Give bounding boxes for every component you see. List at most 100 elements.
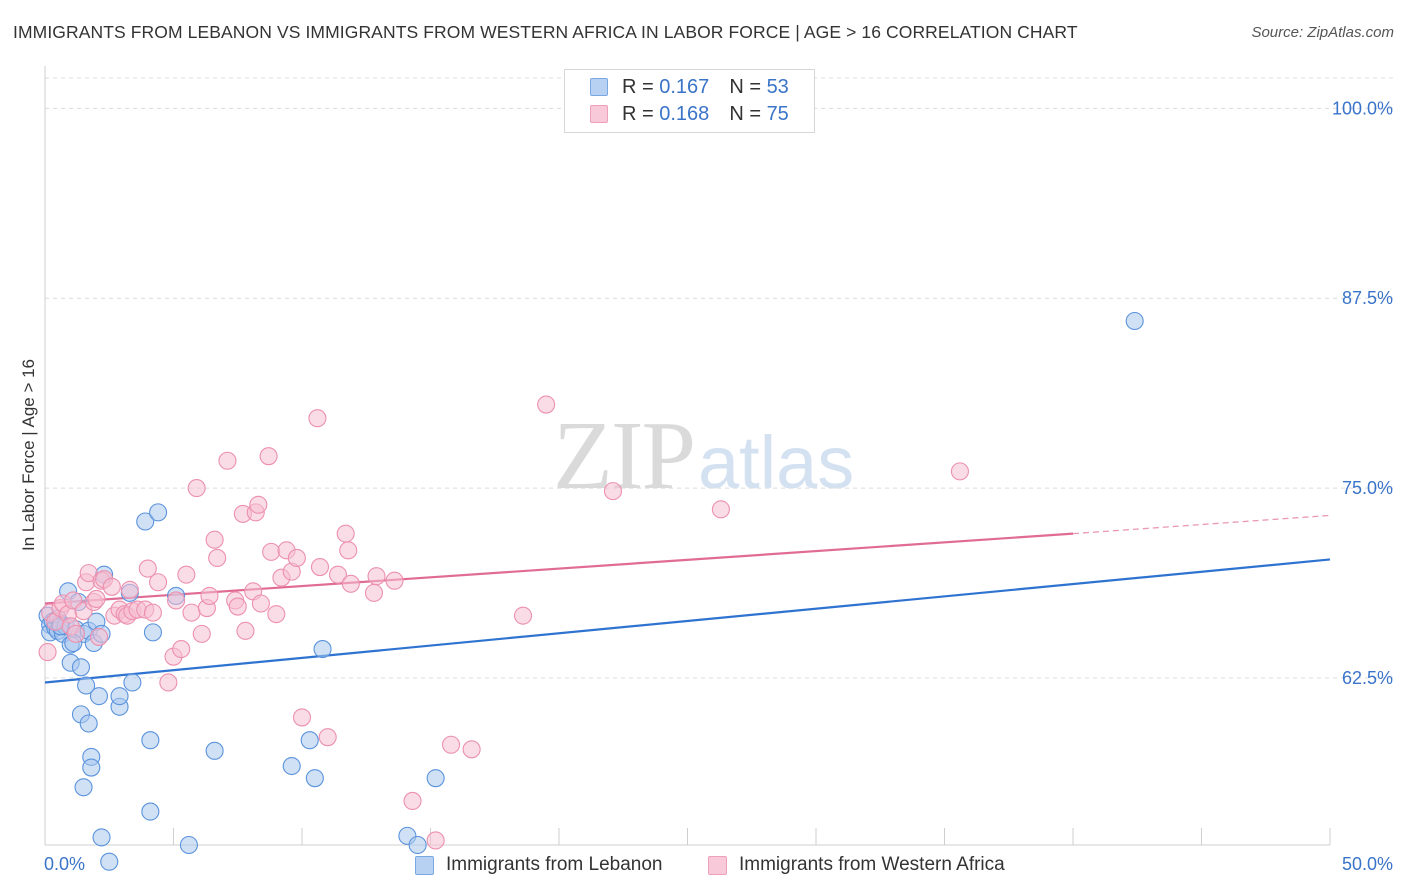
data-point-western-africa (251, 594, 270, 613)
correlation-legend: R = 0.167 N = 53 R = 0.168 N = 75 (564, 69, 815, 133)
chart-source: Source: ZipAtlas.com (1251, 24, 1394, 41)
trend-line-western-africa (44, 532, 1074, 605)
data-point-lebanon (141, 731, 160, 750)
y-tick-label: 75.0% (1342, 478, 1393, 498)
data-point-western-africa (339, 541, 358, 560)
data-point-western-africa (711, 500, 730, 519)
legend-row-lebanon: R = 0.167 N = 53 (590, 74, 789, 100)
data-point-western-africa (138, 559, 157, 578)
legend-n-value-western-africa: 75 (766, 102, 789, 125)
data-point-lebanon (141, 802, 160, 821)
data-point-western-africa (187, 479, 206, 498)
data-point-lebanon (136, 512, 155, 531)
data-point-western-africa (462, 740, 481, 759)
data-point-western-africa (262, 542, 281, 561)
data-point-western-africa (149, 573, 168, 592)
bottom-legend-swatch-lebanon (415, 855, 434, 875)
data-point-western-africa (336, 524, 355, 543)
legend-r-label: R = (622, 102, 654, 125)
data-point-western-africa (537, 395, 556, 414)
data-point-lebanon (143, 623, 162, 642)
data-point-western-africa (513, 606, 533, 625)
data-point-western-africa (177, 565, 196, 584)
bottom-legend-label-lebanon: Immigrants from Lebanon (446, 854, 663, 875)
data-point-lebanon (79, 714, 98, 733)
data-point-western-africa (236, 621, 255, 640)
data-point-western-africa (87, 589, 106, 609)
legend-n-value-lebanon: 53 (766, 75, 789, 98)
data-point-western-africa (442, 735, 461, 754)
data-point-lebanon (71, 658, 91, 677)
data-point-western-africa (167, 591, 186, 610)
y-tick-label: 100.0% (1332, 98, 1393, 118)
data-point-western-africa (385, 571, 404, 590)
data-point-lebanon (100, 852, 119, 871)
data-point-lebanon (92, 828, 111, 847)
data-point-western-africa (328, 565, 348, 584)
data-point-lebanon (305, 769, 324, 788)
data-point-western-africa (120, 580, 139, 599)
data-point-western-africa (318, 728, 337, 747)
legend-r-label: R = (622, 75, 654, 98)
data-point-lebanon (426, 769, 445, 788)
axes (44, 66, 1331, 846)
y-tick-label: 62.5% (1342, 668, 1393, 688)
data-point-western-africa (102, 577, 121, 596)
chart-title: IMMIGRANTS FROM LEBANON VS IMMIGRANTS FR… (13, 22, 1078, 42)
data-point-western-africa (426, 831, 445, 850)
trend-line-lebanon (44, 558, 1331, 684)
data-point-lebanon (74, 778, 93, 797)
data-point-lebanon (313, 640, 332, 659)
bottom-legend-western-africa: Immigrants from Western Africa (708, 852, 1005, 878)
x-tick-label: 50.0% (1342, 854, 1393, 874)
data-point-lebanon (205, 741, 224, 760)
bottom-legend-label-western-africa: Immigrants from Western Africa (739, 854, 1005, 875)
data-point-lebanon (149, 503, 168, 522)
legend-swatch-lebanon (590, 78, 608, 96)
data-point-lebanon (123, 673, 142, 692)
legend-r-value-lebanon: 0.167 (659, 75, 710, 98)
data-point-lebanon (408, 835, 427, 855)
data-point-western-africa (66, 624, 85, 643)
watermark-atlas: atlas (698, 421, 855, 504)
data-point-western-africa (341, 574, 360, 593)
data-points (38, 311, 1144, 871)
data-point-western-africa (292, 708, 312, 727)
data-point-western-africa (950, 462, 969, 481)
data-point-lebanon (110, 687, 129, 706)
data-point-western-africa (218, 451, 237, 470)
data-point-western-africa (172, 640, 191, 659)
data-point-western-africa (192, 624, 211, 643)
data-point-lebanon (82, 758, 101, 777)
data-point-western-africa (308, 409, 327, 428)
data-point-western-africa (287, 548, 306, 567)
legend-row-western-africa: R = 0.168 N = 75 (590, 101, 789, 127)
data-point-western-africa (143, 603, 162, 622)
data-point-western-africa (182, 603, 201, 622)
data-point-western-africa (200, 586, 219, 605)
bottom-legend-swatch-western-africa (708, 855, 727, 875)
data-point-western-africa (364, 583, 384, 602)
data-point-western-africa (38, 643, 57, 662)
data-point-western-africa (603, 482, 623, 501)
data-point-western-africa (310, 558, 330, 577)
legend-n-label: N = (729, 75, 761, 98)
data-point-western-africa (159, 673, 178, 692)
data-point-lebanon (1125, 311, 1144, 331)
tick-labels: 100.0% 87.5% 75.0% 62.5% 0.0% 50.0% (44, 98, 1393, 874)
data-point-western-africa (403, 791, 422, 811)
data-point-western-africa (267, 605, 286, 624)
data-point-western-africa (228, 597, 247, 616)
legend-swatch-western-africa (590, 105, 608, 123)
data-point-lebanon (77, 676, 96, 695)
data-point-lebanon (282, 756, 301, 776)
legend-n-label: N = (729, 102, 761, 125)
trend-line-western-africa-extension (1072, 514, 1331, 535)
data-point-lebanon (89, 687, 109, 706)
data-point-western-africa (259, 447, 278, 466)
data-point-western-africa (208, 548, 227, 567)
legend-r-value-western-africa: 0.168 (659, 102, 710, 125)
data-point-western-africa (249, 495, 268, 514)
data-point-lebanon (300, 731, 319, 750)
